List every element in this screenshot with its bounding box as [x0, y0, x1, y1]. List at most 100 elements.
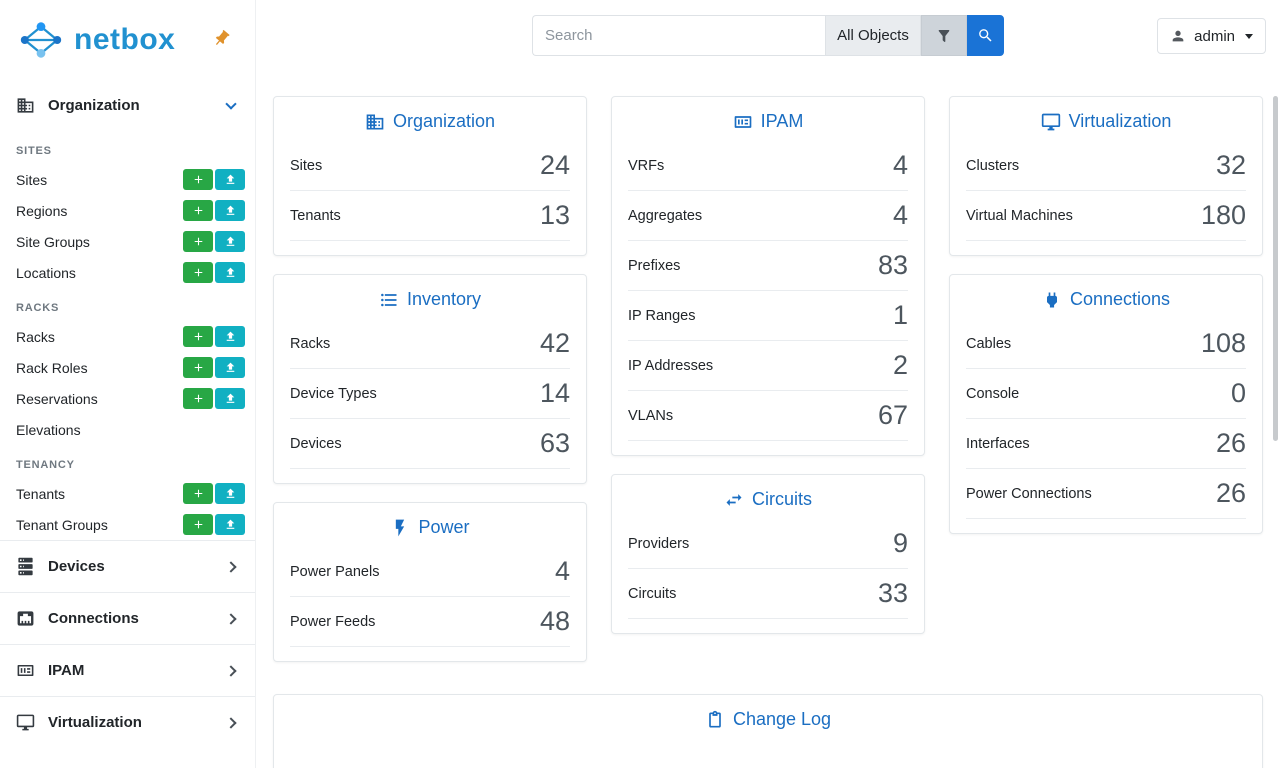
sidebar-link-regions[interactable]: Regions — [16, 202, 68, 219]
stat-link-ip-ranges[interactable]: IP Ranges — [628, 307, 696, 324]
circuits-card: Circuits Providers 9 Circuits 33 — [611, 474, 925, 634]
stat-link-power-panels[interactable]: Power Panels — [290, 563, 380, 580]
group-heading-tenancy: TENANCY — [16, 459, 75, 471]
stat-link-cables[interactable]: Cables — [966, 335, 1012, 352]
sidebar-link-site-groups[interactable]: Site Groups — [16, 233, 90, 250]
stat-link-providers[interactable]: Providers — [628, 535, 690, 552]
upload-icon — [224, 235, 237, 248]
import-button[interactable] — [215, 357, 245, 378]
chevron-right-icon — [225, 612, 237, 625]
stat-value: 9 — [892, 528, 908, 558]
import-button[interactable] — [215, 200, 245, 221]
object-type-button[interactable]: All Objects — [825, 15, 921, 56]
sidebar-link-locations[interactable]: Locations — [16, 264, 76, 281]
sidebar-section-devices[interactable]: Devices — [0, 540, 255, 592]
search-submit-button[interactable] — [967, 15, 1004, 56]
scrollbar[interactable] — [1273, 96, 1278, 441]
add-button[interactable] — [183, 326, 213, 347]
chevron-right-icon — [225, 664, 237, 677]
user-menu-button[interactable]: admin — [1157, 18, 1266, 54]
stat-link-ip-addresses[interactable]: IP Addresses — [628, 357, 714, 374]
sidebar-link-elevations[interactable]: Elevations — [16, 421, 81, 438]
stat-link-sites[interactable]: Sites — [290, 157, 323, 174]
stat-row: IP Addresses 2 — [628, 341, 908, 391]
group-heading-sites: SITES — [16, 145, 52, 157]
stat-link-vrfs[interactable]: VRFs — [628, 157, 665, 174]
sidebar-link-rack-roles[interactable]: Rack Roles — [16, 359, 88, 376]
upload-icon — [224, 204, 237, 217]
user-icon — [1170, 28, 1186, 44]
import-button[interactable] — [215, 388, 245, 409]
stat-row: Power Feeds 48 — [290, 597, 570, 647]
add-button[interactable] — [183, 231, 213, 252]
upload-icon — [224, 330, 237, 343]
search-input[interactable] — [532, 15, 825, 56]
add-button[interactable] — [183, 200, 213, 221]
stat-link-power-feeds[interactable]: Power Feeds — [290, 613, 376, 630]
add-button[interactable] — [183, 483, 213, 504]
change-log-icon — [705, 710, 725, 730]
filter-button[interactable] — [921, 15, 967, 56]
building-icon — [365, 112, 385, 132]
import-button[interactable] — [215, 231, 245, 252]
add-button[interactable] — [183, 514, 213, 535]
card-title: Circuits — [628, 489, 908, 519]
server-icon — [16, 557, 35, 576]
dashboard-column-2: IPAM VRFs 4 Aggregates 4 Prefixes 83 — [611, 96, 925, 662]
stat-value: 180 — [1200, 200, 1246, 230]
lightning-bolt-icon — [390, 518, 410, 538]
add-button[interactable] — [183, 262, 213, 283]
sidebar-link-reservations[interactable]: Reservations — [16, 390, 98, 407]
sidebar-section-connections[interactable]: Connections — [0, 592, 255, 644]
card-title-text: IPAM — [760, 111, 804, 131]
stat-link-clusters[interactable]: Clusters — [966, 157, 1020, 174]
stat-row: Tenants 13 — [290, 191, 570, 241]
stat-link-virtual-machines[interactable]: Virtual Machines — [966, 207, 1073, 224]
section-label: Connections — [48, 610, 139, 627]
stat-value: 26 — [1215, 478, 1246, 508]
upload-icon — [224, 173, 237, 186]
inventory-card: Inventory Racks 42 Device Types 14 Devic… — [273, 274, 587, 484]
import-button[interactable] — [215, 262, 245, 283]
stat-value: 4 — [892, 150, 908, 180]
swap-arrows-icon — [724, 490, 744, 510]
stat-link-aggregates[interactable]: Aggregates — [628, 207, 703, 224]
pin-sidebar-button[interactable] — [212, 29, 231, 51]
sidebar-link-tenant-groups[interactable]: Tenant Groups — [16, 516, 108, 533]
sidebar-link-tenants[interactable]: Tenants — [16, 485, 66, 502]
stat-value: 42 — [539, 328, 570, 358]
sidebar-link-racks[interactable]: Racks — [16, 328, 55, 345]
connections-card: Connections Cables 108 Console 0 Interfa… — [949, 274, 1263, 534]
virtualization-card: Virtualization Clusters 32 Virtual Machi… — [949, 96, 1263, 256]
stat-link-console[interactable]: Console — [966, 385, 1020, 402]
netbox-logo-icon — [20, 21, 62, 58]
add-button[interactable] — [183, 388, 213, 409]
stat-link-devices[interactable]: Devices — [290, 435, 342, 452]
add-button[interactable] — [183, 169, 213, 190]
stat-link-prefixes[interactable]: Prefixes — [628, 257, 681, 274]
import-button[interactable] — [215, 326, 245, 347]
sidebar-section-organization[interactable]: Organization — [0, 79, 255, 131]
stat-link-tenants[interactable]: Tenants — [290, 207, 341, 224]
stat-link-device-types[interactable]: Device Types — [290, 385, 377, 402]
stat-link-power-connections[interactable]: Power Connections — [966, 485, 1092, 502]
stat-row: Cables 108 — [966, 319, 1246, 369]
card-title-text: Inventory — [406, 289, 482, 309]
stat-value: 26 — [1215, 428, 1246, 458]
import-button[interactable] — [215, 514, 245, 535]
stat-link-circuits[interactable]: Circuits — [628, 585, 677, 602]
stat-link-vlans[interactable]: VLANs — [628, 407, 674, 424]
stat-row: Interfaces 26 — [966, 419, 1246, 469]
stat-link-racks[interactable]: Racks — [290, 335, 331, 352]
stat-link-interfaces[interactable]: Interfaces — [966, 435, 1030, 452]
upload-icon — [224, 266, 237, 279]
import-button[interactable] — [215, 483, 245, 504]
stat-value: 67 — [877, 400, 908, 430]
sidebar-section-virtualization[interactable]: Virtualization — [0, 696, 255, 748]
plus-icon — [192, 487, 205, 500]
sidebar-section-ipam[interactable]: IPAM — [0, 644, 255, 696]
stat-row: Sites 24 — [290, 141, 570, 191]
add-button[interactable] — [183, 357, 213, 378]
sidebar-link-sites[interactable]: Sites — [16, 171, 48, 188]
import-button[interactable] — [215, 169, 245, 190]
